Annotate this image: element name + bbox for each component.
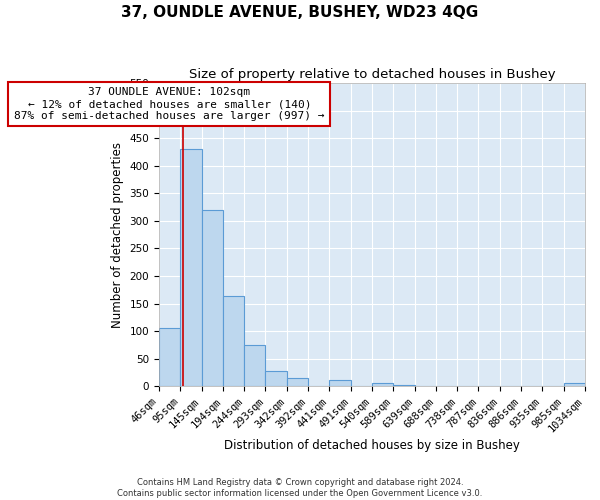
Bar <box>180 149 202 386</box>
Bar <box>329 380 351 386</box>
Text: 37, OUNDLE AVENUE, BUSHEY, WD23 4QG: 37, OUNDLE AVENUE, BUSHEY, WD23 4QG <box>121 5 479 20</box>
Text: Contains HM Land Registry data © Crown copyright and database right 2024.
Contai: Contains HM Land Registry data © Crown c… <box>118 478 482 498</box>
Text: 37 OUNDLE AVENUE: 102sqm
← 12% of detached houses are smaller (140)
87% of semi-: 37 OUNDLE AVENUE: 102sqm ← 12% of detach… <box>14 88 325 120</box>
Bar <box>393 384 415 386</box>
Bar <box>202 210 223 386</box>
Bar <box>564 384 585 386</box>
Bar <box>372 384 393 386</box>
Bar <box>287 378 308 386</box>
Bar <box>223 296 244 386</box>
Bar <box>159 328 180 386</box>
Bar <box>244 345 265 386</box>
Title: Size of property relative to detached houses in Bushey: Size of property relative to detached ho… <box>188 68 555 80</box>
Y-axis label: Number of detached properties: Number of detached properties <box>111 142 124 328</box>
X-axis label: Distribution of detached houses by size in Bushey: Distribution of detached houses by size … <box>224 440 520 452</box>
Bar <box>265 372 287 386</box>
